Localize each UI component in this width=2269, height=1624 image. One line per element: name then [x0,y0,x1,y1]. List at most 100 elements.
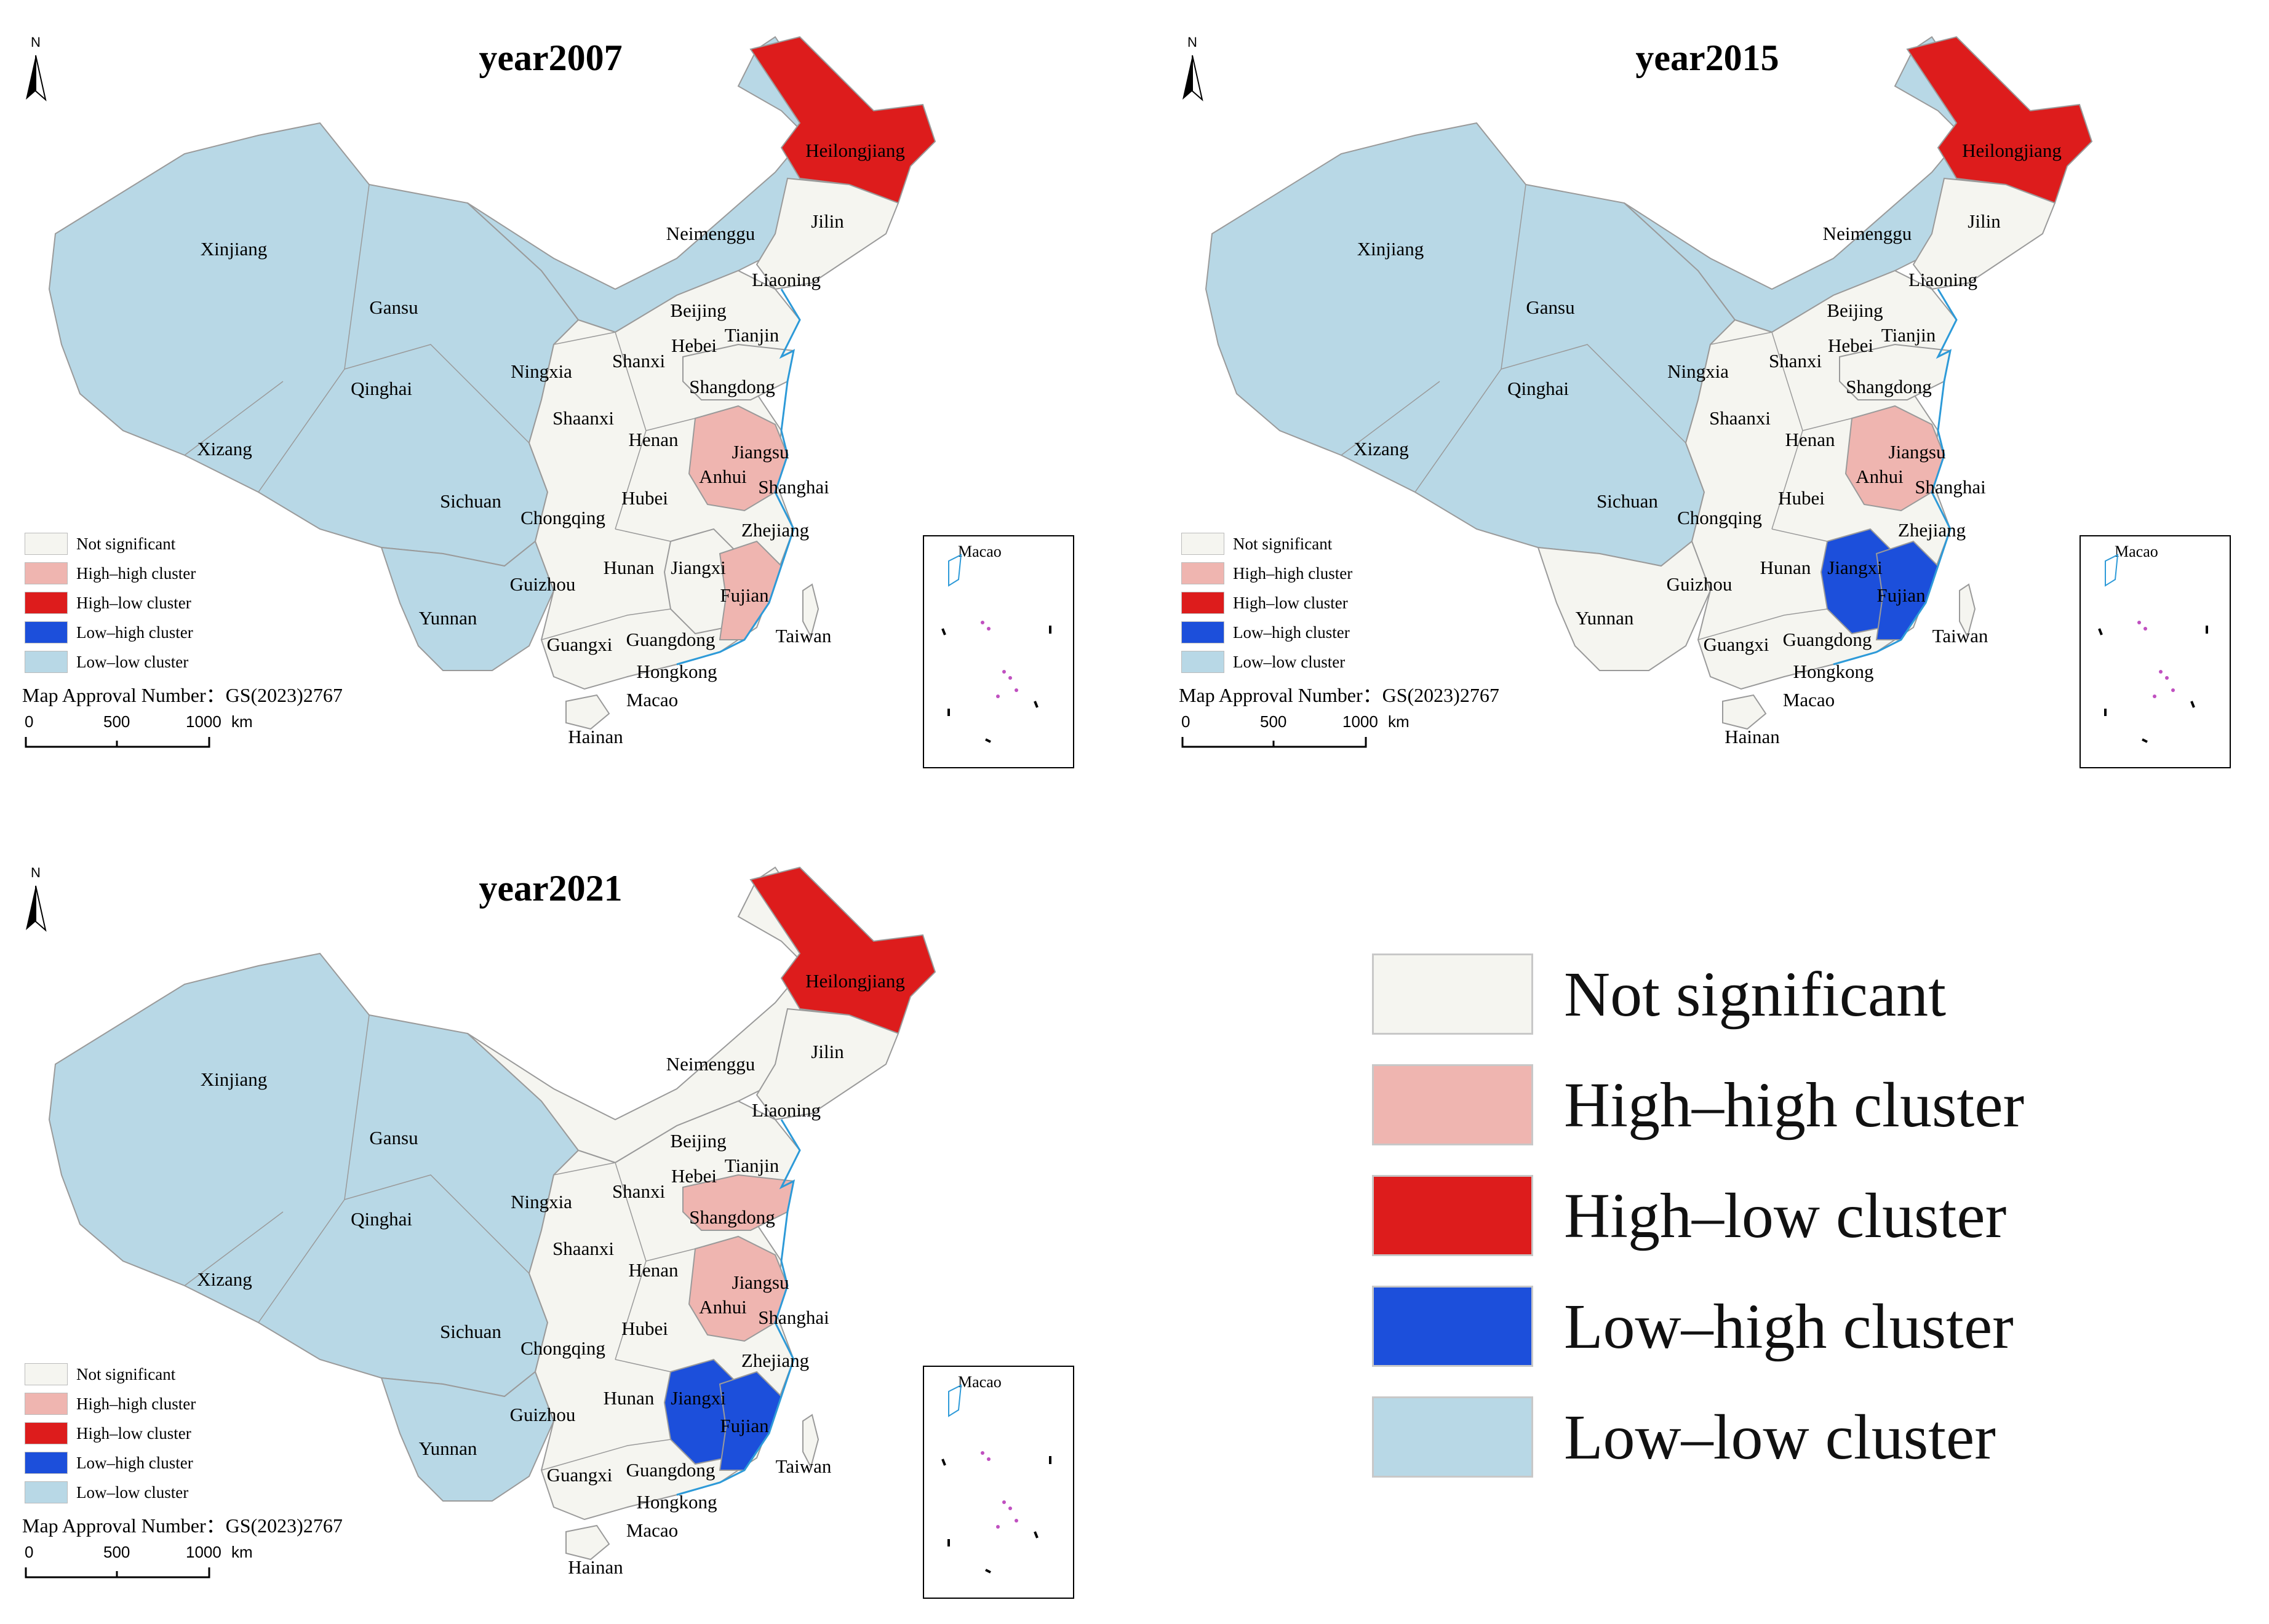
legend-item: High–low cluster [25,588,196,618]
province-label-hebei: Hebei [1827,335,1874,356]
province-label-shangdong: Shangdong [689,1206,775,1228]
province-label-hunan: Hunan [1760,557,1811,578]
province-label-heilongjiang: Heilongjiang [1962,140,2062,161]
province-label-shaanxi: Shaanxi [552,1238,614,1259]
province-label-heilongjiang: Heilongjiang [805,970,905,992]
north-letter: N [1187,34,1197,50]
province-label-hebei: Hebei [671,1165,717,1187]
legend-swatch [1181,621,1224,643]
province-label-hongkong: Hongkong [636,1491,717,1513]
province-label-tianjin: Tianjin [724,324,780,346]
legend-swatch [25,651,68,673]
province-label-jiangxi: Jiangxi [671,1387,726,1409]
legend-item: Not significant [1181,529,1352,559]
big-legend-swatch [1372,1175,1533,1256]
province-label-ningxia: Ningxia [511,360,572,382]
province-label-hunan: Hunan [603,557,655,578]
region-jilin [1912,177,2056,290]
province-label-hongkong: Hongkong [1793,661,1874,682]
region-hainan [565,1524,610,1561]
legend-item: High–low cluster [25,1419,196,1448]
legend-swatch [25,592,68,614]
north-arrow: N [17,865,54,942]
inset-label-macao: Macao [2115,543,2158,560]
legend-label: Low–low cluster [76,1483,189,1502]
province-label-xinjiang: Xinjiang [200,1069,268,1090]
scale-bar: 0 500 1000 km [1181,712,1410,755]
inset-islands [941,554,1051,743]
province-label-taiwan: Taiwan [775,625,832,647]
map-panel-year2015: year2015 N Not significant High–high clu… [1157,0,2258,794]
coastline [1833,289,1958,666]
province-label-hebei: Hebei [671,335,717,356]
map-title: year2021 [479,868,623,909]
scale-unit: km [1388,712,1410,731]
province-label-shanghai: Shanghai [1915,476,1986,498]
province-label-zhejiang: Zhejiang [741,519,810,541]
scale-label-0: 0 [25,712,34,731]
province-label-jiangsu: Jiangsu [732,1272,789,1293]
big-legend-swatch [1372,1064,1533,1145]
legend-item: Low–low cluster [25,647,196,677]
province-label-jilin: Jilin [811,210,844,232]
region-yunnan [1537,540,1712,671]
province-label-guizhou: Guizhou [1666,573,1733,595]
province-label-shaanxi: Shaanxi [1709,407,1771,429]
province-label-beijing: Beijing [670,300,727,321]
legend-item: Not significant [25,529,196,559]
north-arrow: N [17,34,54,112]
province-label-hubei: Hubei [621,487,668,509]
province-label-macao: Macao [1782,689,1835,710]
internal-boundaries [184,184,696,640]
province-label-taiwan: Taiwan [775,1455,832,1477]
region-jilin [756,177,899,290]
province-label-jilin: Jilin [1968,210,2001,232]
legend-item: High–high cluster [25,559,196,588]
province-label-chongqing: Chongqing [520,507,605,528]
legend-label: High–high cluster [76,1394,196,1413]
legend-swatch [1181,651,1224,673]
province-label-shanxi: Shanxi [612,1180,666,1202]
province-label-guangdong: Guangdong [626,1459,716,1481]
province-label-anhui: Anhui [1856,466,1904,487]
province-label-xinjiang: Xinjiang [200,238,268,260]
china-map [48,866,936,1561]
legend-swatch [1181,562,1224,584]
legend-label: Low–high cluster [1233,623,1350,642]
scale-unit: km [231,712,253,731]
province-label-guizhou: Guizhou [509,1404,576,1425]
province-label-hunan: Hunan [603,1387,655,1409]
legend-item: Low–low cluster [25,1478,196,1507]
province-label-xizang: Xizang [1354,438,1409,460]
region-taiwan [802,1414,819,1469]
province-label-shanghai: Shanghai [758,1307,829,1328]
region-hainan [1722,694,1767,730]
legend-label: Low–high cluster [76,1453,193,1472]
region-hainan [565,694,610,730]
legend-swatch [1181,592,1224,614]
province-label-guangxi: Guangxi [546,634,613,655]
province-label-beijing: Beijing [670,1130,727,1152]
big-legend-swatch [1372,1286,1533,1367]
inset-islands [2098,554,2208,743]
province-label-neimenggu: Neimenggu [666,223,756,244]
province-label-tianjin: Tianjin [1881,324,1936,346]
province-label-shanxi: Shanxi [612,350,666,372]
region-shandong [682,343,795,400]
scale-line [1181,737,1367,748]
legend-swatch [1181,533,1224,555]
legend-swatch [25,1393,68,1415]
province-label-jiangsu: Jiangsu [1888,441,1946,463]
region-yunnan [380,1371,555,1502]
china-map [1205,36,2093,730]
province-label-gansu: Gansu [1526,297,1575,318]
big-legend-swatch [1372,953,1533,1035]
province-label-gansu: Gansu [369,1127,418,1148]
north-letter: N [31,34,41,50]
south-china-sea-inset: Macao [923,1366,1074,1599]
legend-label: Not significant [1233,534,1333,553]
province-label-jilin: Jilin [811,1041,844,1062]
legend-swatch [25,562,68,584]
scale-line [25,1567,210,1578]
province-label-guangxi: Guangxi [1703,634,1769,655]
